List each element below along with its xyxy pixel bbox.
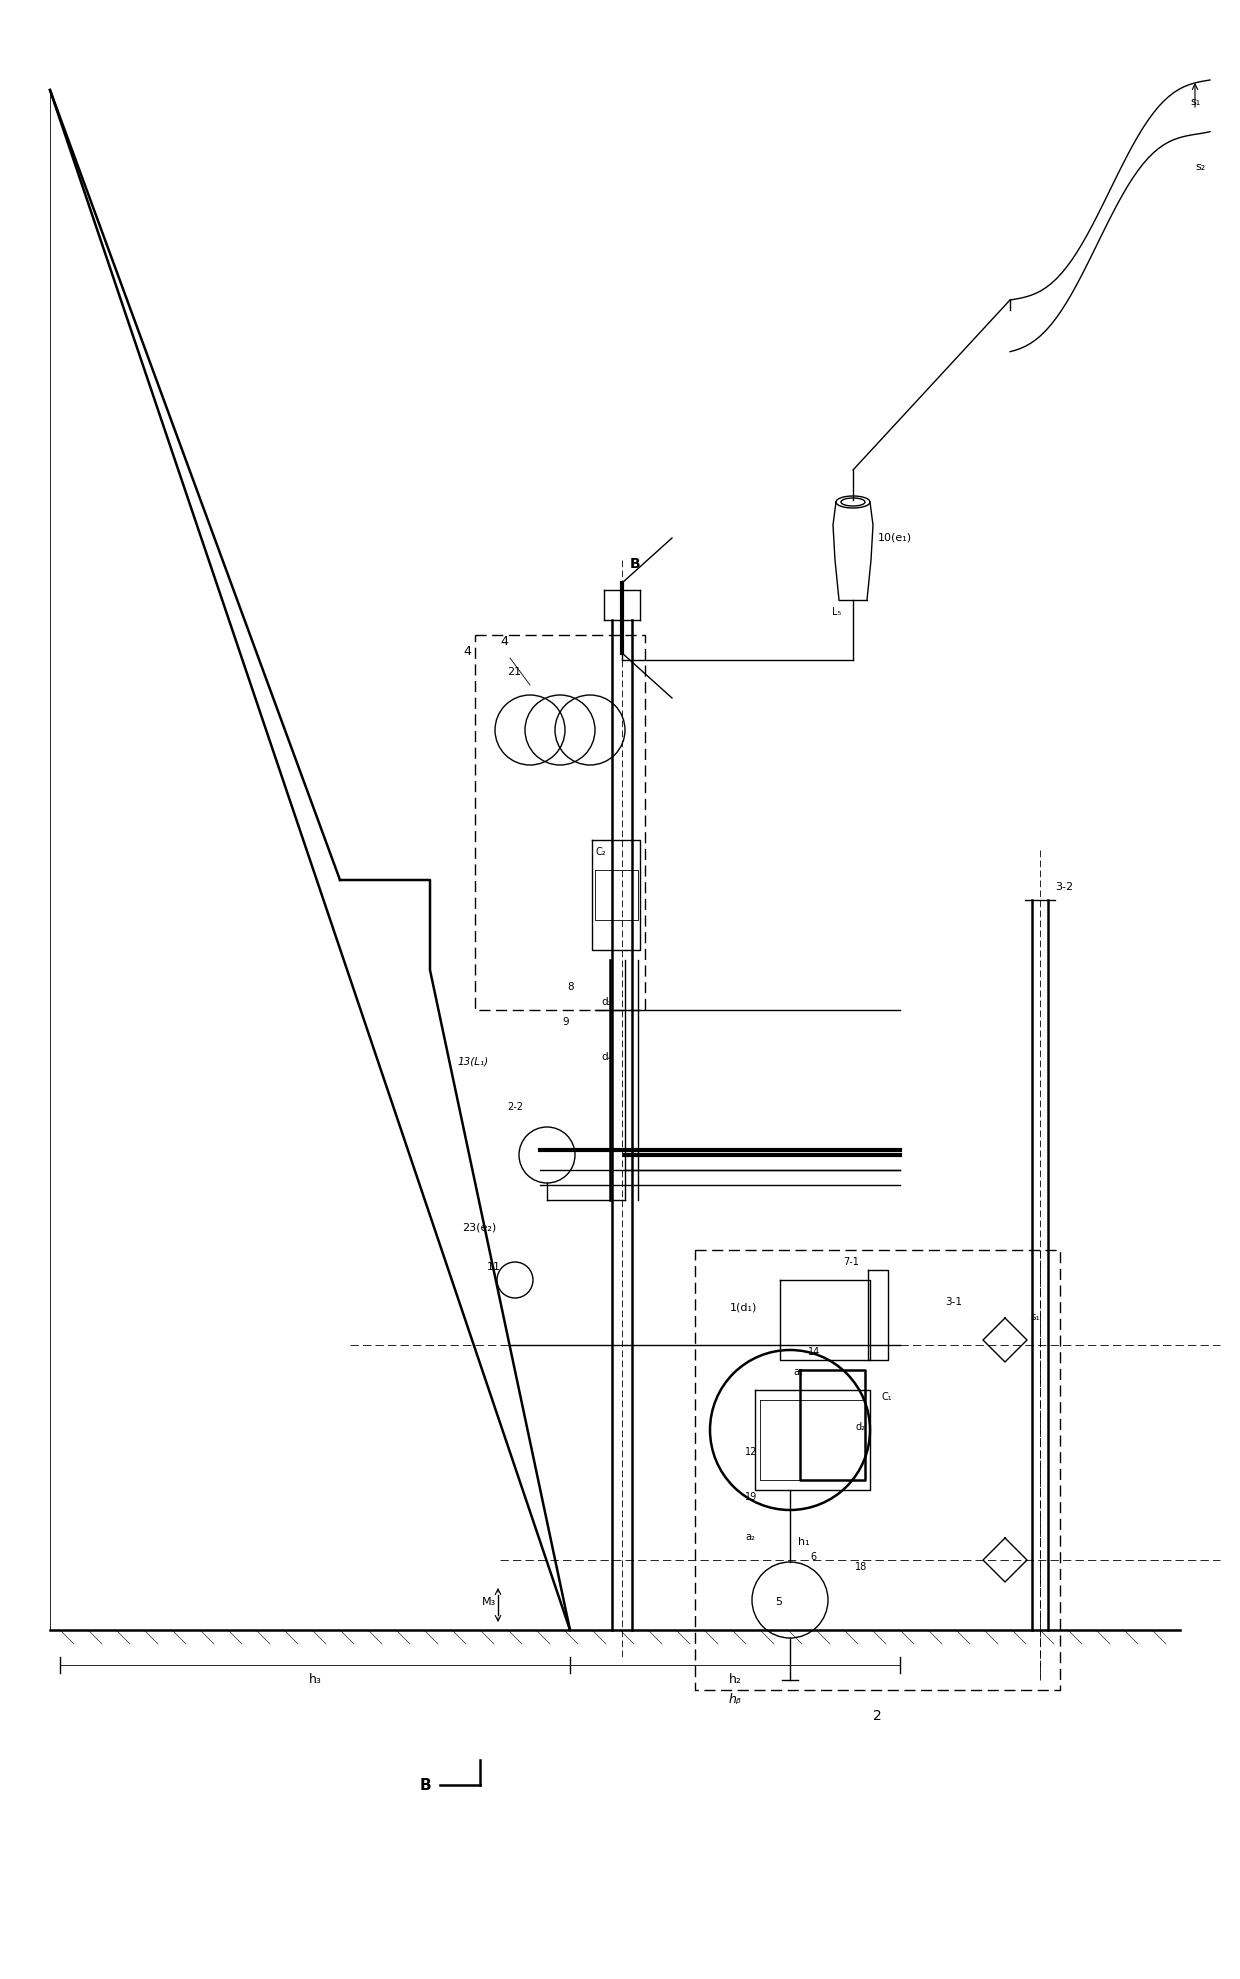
Text: hᵦ: hᵦ — [729, 1692, 742, 1706]
Text: 11: 11 — [487, 1263, 501, 1272]
Text: 7-1: 7-1 — [843, 1257, 859, 1267]
Text: 18: 18 — [856, 1561, 867, 1571]
Text: a₁: a₁ — [794, 1367, 802, 1377]
Text: 5: 5 — [775, 1597, 782, 1607]
Text: C₁: C₁ — [882, 1391, 893, 1401]
Text: 2: 2 — [873, 1710, 882, 1724]
Text: 8: 8 — [567, 982, 574, 991]
Text: L₅: L₅ — [832, 608, 841, 617]
Text: 19: 19 — [745, 1492, 758, 1502]
Text: h₃: h₃ — [309, 1672, 321, 1686]
Text: 23(e₂): 23(e₂) — [463, 1221, 496, 1233]
Text: 1(d₁): 1(d₁) — [730, 1302, 758, 1312]
Text: s₁: s₁ — [1030, 1312, 1040, 1322]
Text: 12: 12 — [745, 1447, 758, 1457]
Text: M₃: M₃ — [482, 1597, 496, 1607]
Text: B: B — [630, 556, 641, 572]
Text: 3-1: 3-1 — [945, 1296, 962, 1306]
Text: s₁: s₁ — [1190, 97, 1200, 107]
Text: a₂: a₂ — [745, 1532, 755, 1542]
Text: 13(L₁): 13(L₁) — [458, 1057, 489, 1067]
Text: 4: 4 — [463, 645, 471, 657]
Text: 10(e₁): 10(e₁) — [878, 532, 913, 542]
Text: 9: 9 — [562, 1017, 569, 1027]
Text: 21: 21 — [507, 667, 521, 677]
Text: C₂: C₂ — [596, 847, 606, 857]
Text: s₂: s₂ — [1195, 162, 1205, 172]
Text: 14: 14 — [808, 1348, 820, 1358]
Text: 2-2: 2-2 — [507, 1102, 523, 1112]
Text: d₂: d₂ — [601, 997, 611, 1007]
Text: B: B — [420, 1777, 432, 1793]
Text: 3-2: 3-2 — [1055, 883, 1073, 893]
Text: h₁: h₁ — [799, 1538, 810, 1548]
Text: 4: 4 — [500, 635, 508, 647]
Text: h₂: h₂ — [729, 1672, 742, 1686]
Text: d₂: d₂ — [856, 1423, 866, 1433]
Text: d₄: d₄ — [601, 1053, 611, 1063]
Text: 6: 6 — [810, 1552, 816, 1561]
